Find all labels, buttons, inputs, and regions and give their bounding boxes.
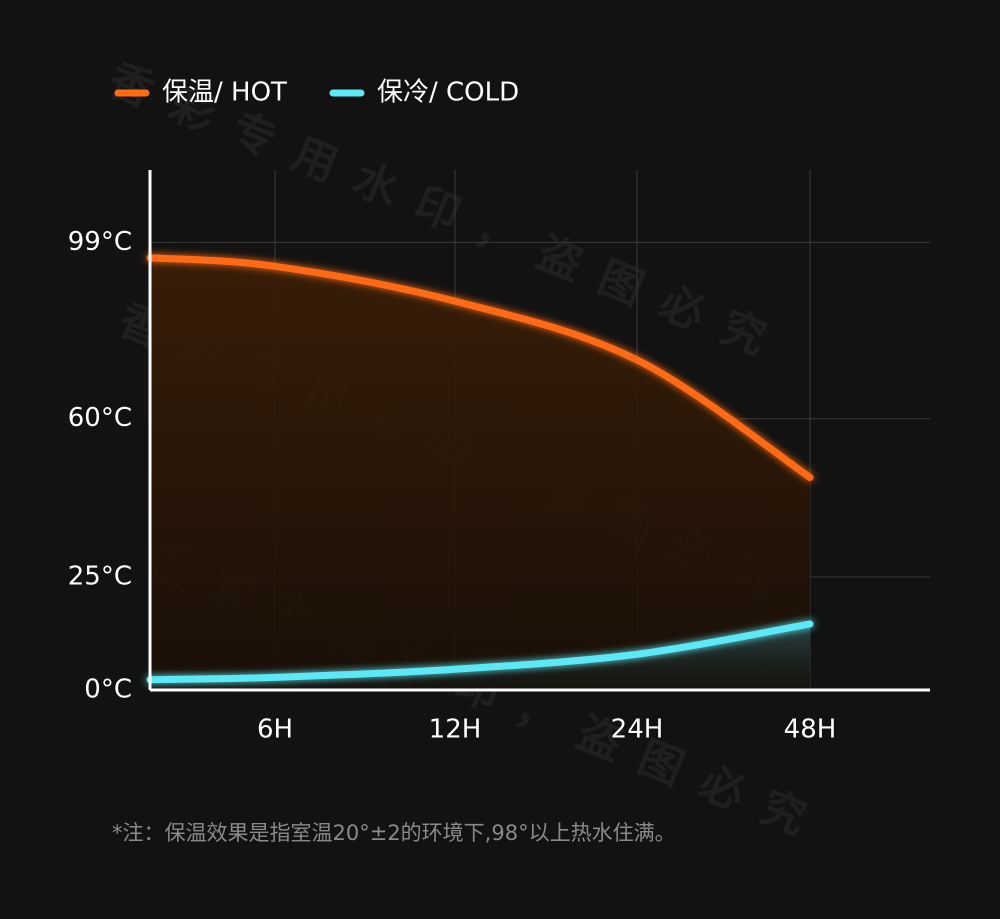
x-tick-label: 48H: [784, 715, 837, 745]
y-tick-label: 0°C: [84, 675, 132, 705]
line: [146, 254, 814, 481]
y-tick-label: 99°C: [68, 227, 132, 257]
y-tick-label: 60°C: [68, 403, 132, 433]
x-tick-label: 12H: [429, 715, 482, 745]
legend-label: 保温/ HOT: [162, 78, 287, 108]
plot: 0°C 25°C 60°C 99°C 6H 12H 24H 48H 保温/ HOT 保冷/ COL…: [68, 78, 930, 745]
area: [150, 623, 810, 690]
line: [146, 620, 814, 684]
legend-label: 保冷/ COLD: [377, 78, 519, 108]
x-tick-label: 6H: [257, 715, 293, 745]
footnote: *注：保温效果是指室温20°±2的环境下,98°以上热水住满。: [112, 821, 676, 845]
x-tick-label: 24H: [611, 715, 664, 745]
y-tick-label: 25°C: [68, 561, 132, 591]
